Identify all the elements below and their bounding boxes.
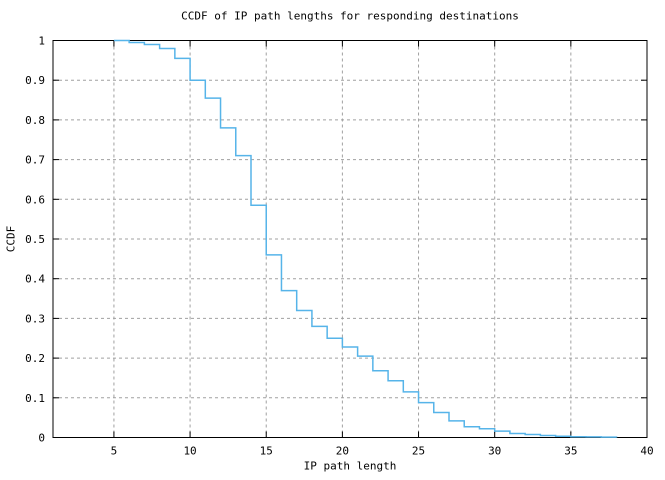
y-tick-label: 0.5: [25, 233, 45, 246]
x-tick-label: 10: [183, 445, 196, 458]
y-tick-label: 0.6: [25, 193, 45, 206]
x-tick-label: 30: [488, 445, 501, 458]
y-tick-label: 0.8: [25, 114, 45, 127]
y-tick-label: 0.9: [25, 74, 45, 87]
y-tick-label: 0: [38, 432, 45, 445]
ccdf-step-line: [113, 39, 618, 438]
x-tick-label: 5: [111, 445, 118, 458]
x-tick-label: 25: [412, 445, 425, 458]
x-tick-label: 40: [640, 445, 653, 458]
y-tick-label: 0.4: [25, 273, 45, 286]
y-tick-label: 0.1: [25, 392, 45, 405]
x-tick-label: 35: [564, 445, 577, 458]
y-tick-label: 1: [38, 35, 45, 48]
y-tick-label: 0.7: [25, 154, 45, 167]
x-tick-label: 20: [336, 445, 349, 458]
x-tick-label: 15: [260, 445, 273, 458]
x-axis-label: IP path length: [303, 459, 397, 473]
y-tick-label: 0.3: [25, 312, 45, 325]
chart-title: CCDF of IP path lengths for responding d…: [181, 9, 519, 23]
y-tick-label: 0.2: [25, 352, 45, 365]
